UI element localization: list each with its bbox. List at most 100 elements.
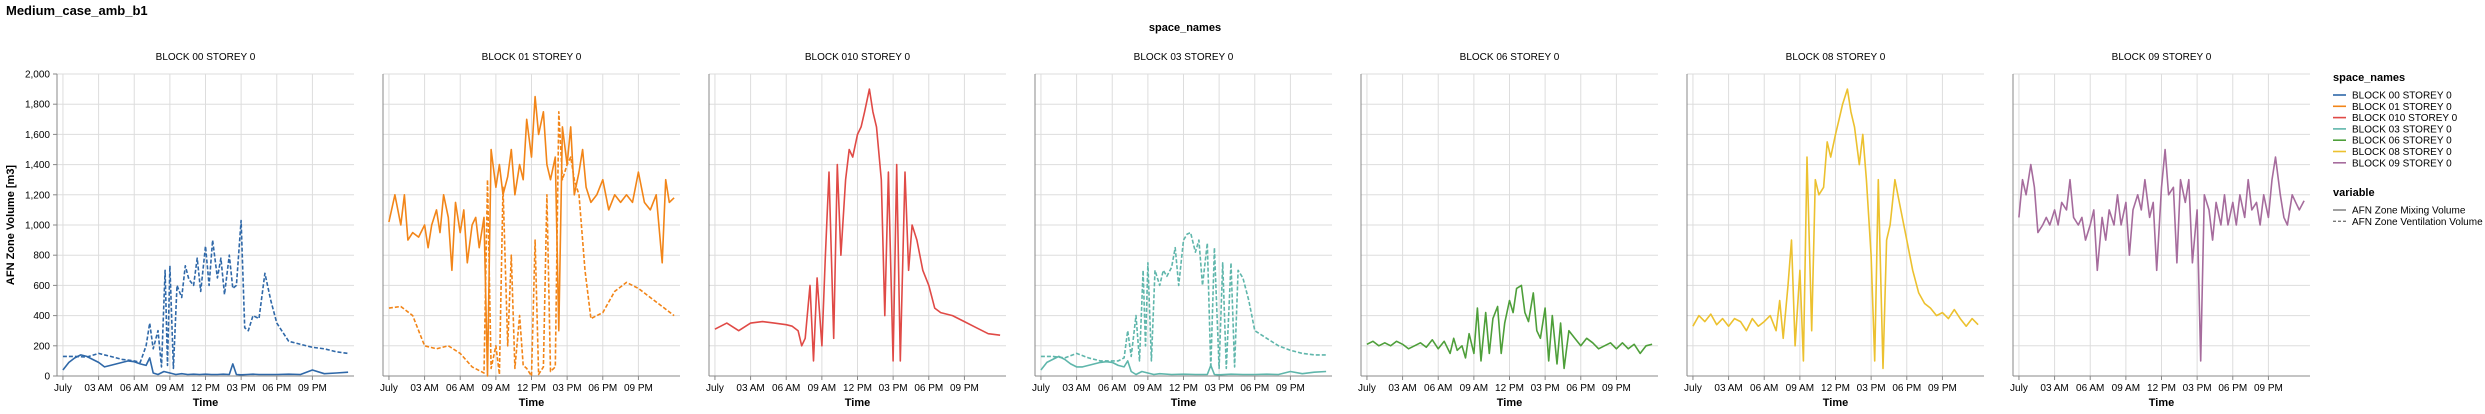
series-line-mixing	[62, 354, 349, 376]
y-tick-label: 1,800	[25, 100, 50, 111]
legend-space-title: space_names	[2333, 72, 2405, 84]
panel-title: BLOCK 08 STOREY 0	[1786, 52, 1886, 63]
series-line-mixing	[1040, 355, 1327, 376]
x-tick-label: 06 AM	[1750, 383, 1778, 394]
y-tick-label: 1,200	[25, 190, 50, 201]
legend-label: BLOCK 010 STOREY 0	[2352, 113, 2458, 124]
series-line-mixing	[1366, 284, 1653, 370]
x-tick-label: 06 AM	[120, 383, 148, 394]
legend-label: BLOCK 09 STOREY 0	[2352, 158, 2452, 169]
legend-label: BLOCK 00 STOREY 0	[2352, 91, 2452, 102]
x-tick-label: 09 AM	[1460, 383, 1488, 394]
x-tick-label: 09 AM	[1786, 383, 1814, 394]
y-tick-label: 1,000	[25, 221, 50, 232]
y-tick-label: 1,600	[25, 130, 50, 141]
y-tick-label: 0	[44, 372, 50, 383]
panel-title: BLOCK 010 STOREY 0	[805, 52, 911, 63]
x-tick-label: 12 PM	[2147, 383, 2176, 394]
y-tick-label: 200	[33, 341, 50, 352]
y-tick-label: 400	[33, 311, 50, 322]
legend-variable-title: variable	[2333, 187, 2375, 199]
x-tick-label: 06 PM	[2218, 383, 2247, 394]
x-tick-label: July	[54, 383, 72, 394]
x-tick-label: 03 PM	[1205, 383, 1234, 394]
facet-panel: BLOCK 00 STOREY 0 July 03 AM 06 AM 09 AM 12 P…	[5, 52, 354, 409]
x-tick-label: 09 AM	[482, 383, 510, 394]
x-tick-label: 03 AM	[736, 383, 764, 394]
y-tick-label: 600	[33, 281, 50, 292]
x-tick-label: 09 PM	[1602, 383, 1631, 394]
x-tick-label: 12 PM	[1821, 383, 1850, 394]
x-tick-label: 03 PM	[227, 383, 256, 394]
x-tick-label: 06 PM	[588, 383, 617, 394]
x-tick-label: 06 PM	[914, 383, 943, 394]
x-tick-label: 09 AM	[1134, 383, 1162, 394]
series-line-ventilation	[62, 219, 349, 370]
x-tick-label: 06 AM	[1098, 383, 1126, 394]
y-tick-label: 2,000	[25, 70, 50, 81]
x-tick-label: 12 PM	[1169, 383, 1198, 394]
x-tick-label: 06 AM	[446, 383, 474, 394]
panel-title: BLOCK 01 STOREY 0	[482, 52, 582, 63]
legend-label: AFN Zone Mixing Volume	[2352, 206, 2466, 217]
x-tick-label: 09 PM	[1276, 383, 1305, 394]
x-tick-label: July	[2010, 383, 2028, 394]
series-line-ventilation	[1040, 231, 1327, 370]
x-tick-label: 03 PM	[879, 383, 908, 394]
x-tick-label: July	[380, 383, 398, 394]
legend-label: AFN Zone Ventilation Volume	[2352, 217, 2483, 228]
x-tick-label: 09 AM	[808, 383, 836, 394]
x-tick-label: 06 AM	[1424, 383, 1452, 394]
x-tick-label: 12 PM	[843, 383, 872, 394]
y-tick-label: 800	[33, 251, 50, 262]
x-tick-label: 09 PM	[950, 383, 979, 394]
x-axis-label: Time	[1497, 397, 1522, 409]
x-axis-label: Time	[2149, 397, 2174, 409]
x-tick-label: 09 PM	[1928, 383, 1957, 394]
y-axis-label: AFN Zone Volume [m3]	[5, 165, 17, 286]
facet-panel: BLOCK 010 STOREY 0 July 03 AM 06 AM 09 AM 12 …	[706, 52, 1006, 409]
facet-panel: BLOCK 09 STOREY 0 July 03 AM 06 AM 09 AM 12 P…	[2010, 52, 2310, 409]
x-tick-label: 12 PM	[1495, 383, 1524, 394]
x-tick-label: 03 PM	[1857, 383, 1886, 394]
y-tick-label: 1,400	[25, 160, 50, 171]
series-line-mixing	[388, 95, 675, 377]
x-tick-label: 06 AM	[2076, 383, 2104, 394]
facet-header: space_names	[1149, 22, 1221, 34]
x-tick-label: 03 PM	[2183, 383, 2212, 394]
chart-title: Medium_case_amb_b1	[6, 3, 148, 18]
x-tick-label: July	[706, 383, 724, 394]
panel-title: BLOCK 03 STOREY 0	[1134, 52, 1234, 63]
facet-panels: BLOCK 00 STOREY 0 July 03 AM 06 AM 09 AM 12 P…	[5, 52, 2310, 409]
x-tick-label: 09 PM	[298, 383, 327, 394]
x-axis-label: Time	[845, 397, 870, 409]
x-tick-label: 03 AM	[1388, 383, 1416, 394]
legend-label: BLOCK 08 STOREY 0	[2352, 147, 2452, 158]
panel-title: BLOCK 00 STOREY 0	[156, 52, 256, 63]
x-tick-label: 03 AM	[1062, 383, 1090, 394]
series-line-mixing	[714, 88, 1001, 362]
facet-panel: BLOCK 08 STOREY 0 July 03 AM 06 AM 09 AM 12 P…	[1684, 52, 1984, 409]
x-tick-label: 06 PM	[1566, 383, 1595, 394]
x-tick-label: 12 PM	[191, 383, 220, 394]
x-tick-label: 03 AM	[410, 383, 438, 394]
series-line-mixing	[1692, 88, 1979, 370]
x-tick-label: 03 AM	[2040, 383, 2068, 394]
x-tick-label: 09 AM	[156, 383, 184, 394]
x-tick-label: July	[1358, 383, 1376, 394]
facet-panel: BLOCK 01 STOREY 0 July 03 AM 06 AM 09 AM 12 P…	[380, 52, 680, 409]
x-tick-label: 09 PM	[624, 383, 653, 394]
x-axis-label: Time	[193, 397, 218, 409]
x-axis-label: Time	[1823, 397, 1848, 409]
x-tick-label: July	[1684, 383, 1702, 394]
legend-label: BLOCK 01 STOREY 0	[2352, 102, 2452, 113]
x-tick-label: 03 PM	[1531, 383, 1560, 394]
legend-label: BLOCK 06 STOREY 0	[2352, 136, 2452, 147]
x-tick-label: 06 AM	[772, 383, 800, 394]
x-tick-label: 06 PM	[1240, 383, 1269, 394]
x-tick-label: 03 AM	[84, 383, 112, 394]
